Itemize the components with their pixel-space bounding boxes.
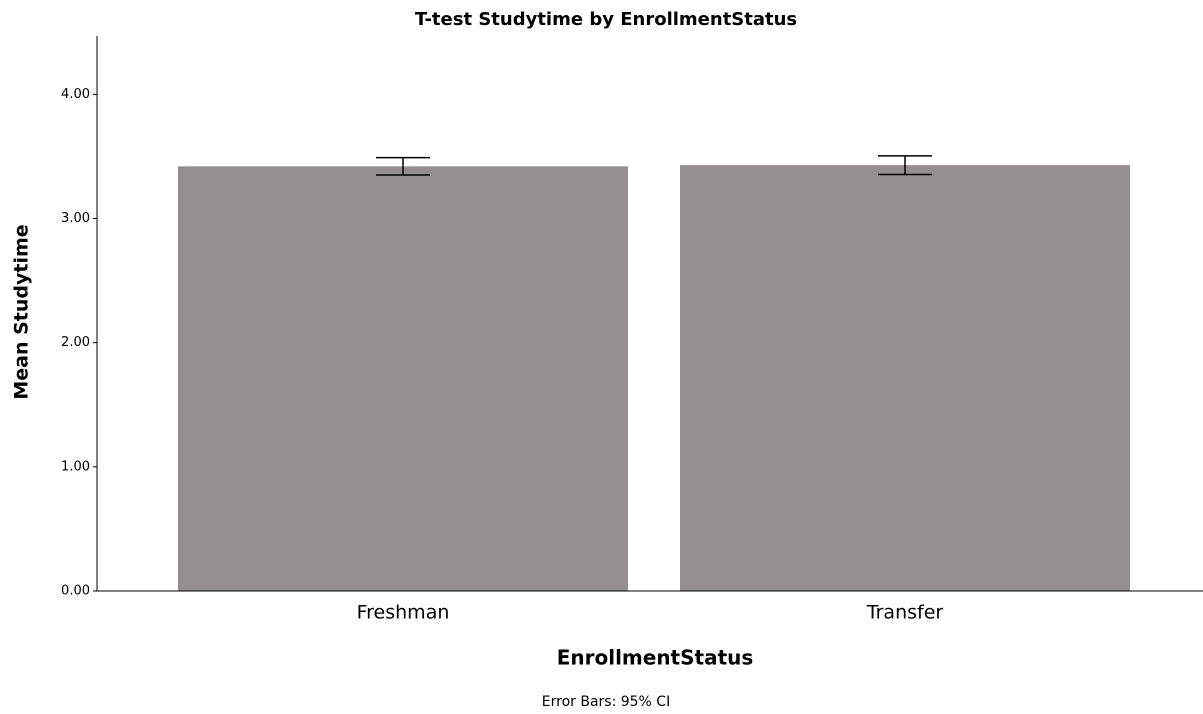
y-tick-label: 3.00: [61, 211, 90, 226]
y-axis-label: Mean Studytime: [11, 224, 33, 399]
chart-title: T-test Studytime by EnrollmentStatus: [415, 9, 797, 30]
x-tick-label: Transfer: [866, 602, 944, 624]
bar: [680, 165, 1130, 592]
x-tick-label: Freshman: [357, 602, 450, 624]
annotation: Error Bars: 95% CI: [542, 694, 670, 710]
y-tick-label: 4.00: [61, 87, 90, 102]
bar: [178, 166, 628, 591]
x-axis-label: EnrollmentStatus: [557, 646, 754, 670]
y-tick-label: 0.00: [61, 584, 90, 599]
y-tick-label: 2.00: [61, 335, 90, 350]
y-tick-label: 1.00: [61, 459, 90, 474]
